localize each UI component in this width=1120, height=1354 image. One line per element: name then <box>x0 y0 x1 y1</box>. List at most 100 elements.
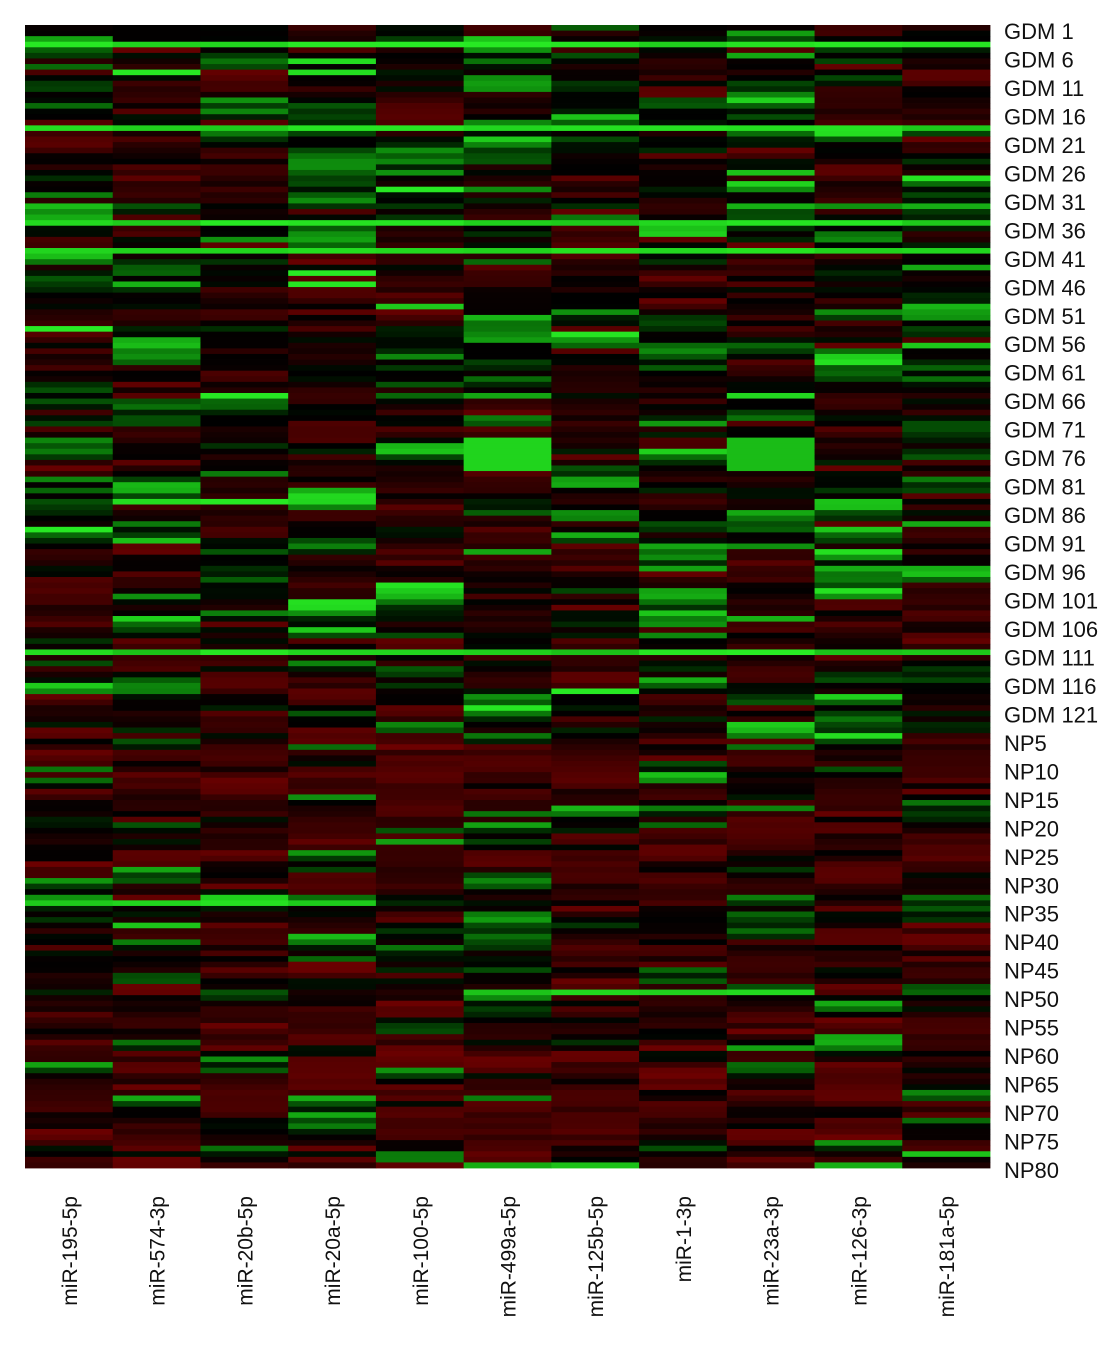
heatmap-cell <box>551 270 640 277</box>
heatmap-cell <box>551 214 640 221</box>
heatmap-cell <box>814 677 903 684</box>
heatmap-cell <box>200 337 289 344</box>
heatmap-cell <box>200 103 289 110</box>
heatmap-cell <box>726 359 815 366</box>
heatmap-cell <box>112 493 201 500</box>
heatmap-cell <box>288 387 377 394</box>
heatmap-cell <box>200 900 289 907</box>
heatmap-cell <box>814 108 903 115</box>
heatmap-cell <box>726 1162 815 1169</box>
heatmap-cell <box>814 1134 903 1141</box>
heatmap-cell <box>288 1123 377 1130</box>
heatmap-cell <box>112 437 201 444</box>
heatmap-cell <box>288 638 377 645</box>
heatmap-cell <box>200 326 289 333</box>
heatmap-cell <box>726 253 815 260</box>
heatmap-cell <box>551 25 640 31</box>
heatmap-cell <box>288 454 377 461</box>
heatmap-cell <box>200 944 289 951</box>
heatmap-cell <box>902 760 991 767</box>
heatmap-cell <box>814 995 903 1002</box>
heatmap-cell <box>463 476 552 483</box>
heatmap-cell <box>463 521 552 528</box>
heatmap-cell <box>112 404 201 411</box>
heatmap-cell <box>375 1062 465 1069</box>
heatmap-cell <box>902 25 991 31</box>
heatmap-cell <box>814 1084 903 1091</box>
heatmap-cell <box>463 794 552 801</box>
heatmap-cell <box>726 142 815 149</box>
heatmap-cell <box>551 833 640 840</box>
heatmap-cell <box>288 554 377 561</box>
heatmap-cell <box>814 710 903 717</box>
heatmap-cell <box>551 493 640 500</box>
heatmap-cell <box>288 231 377 238</box>
heatmap-cell <box>902 309 991 316</box>
heatmap-cell <box>726 1078 815 1085</box>
heatmap-cell <box>726 593 815 600</box>
heatmap-cell <box>200 86 289 93</box>
heatmap-cell <box>25 649 114 656</box>
heatmap-cell <box>112 471 201 478</box>
heatmap-cell <box>463 1056 552 1063</box>
heatmap-cell <box>463 554 552 561</box>
heatmap-cell <box>902 1000 991 1007</box>
heatmap-cell <box>112 632 201 639</box>
heatmap-cell <box>112 872 201 879</box>
heatmap-cell <box>814 493 903 500</box>
heatmap-cell <box>551 225 640 232</box>
heatmap-cell <box>726 844 815 851</box>
heatmap-cell <box>25 314 114 321</box>
heatmap-cell <box>902 1117 991 1124</box>
heatmap-cell <box>463 989 552 996</box>
heatmap-cell <box>200 270 289 277</box>
heatmap-cell <box>902 97 991 104</box>
heatmap-cell <box>288 738 377 745</box>
heatmap-cell <box>288 515 377 522</box>
heatmap-cell <box>25 833 114 840</box>
heatmap-cell <box>288 264 377 271</box>
heatmap-cell <box>814 878 903 885</box>
heatmap-cell <box>463 760 552 767</box>
heatmap-cell <box>200 922 289 929</box>
column-tick-label: miR-181a-5p <box>936 1196 959 1317</box>
heatmap-cell <box>639 448 728 455</box>
heatmap-cell <box>200 197 289 204</box>
heatmap-cell <box>639 130 728 137</box>
heatmap-cell <box>288 1039 377 1046</box>
heatmap-cell <box>902 1078 991 1085</box>
heatmap-cell <box>112 1006 201 1013</box>
heatmap-cell <box>902 956 991 963</box>
heatmap-cell <box>463 270 552 277</box>
heatmap-cell <box>288 660 377 667</box>
heatmap-cell <box>375 1095 465 1102</box>
heatmap-cell <box>726 549 815 556</box>
heatmap-cell <box>200 989 289 996</box>
heatmap-cell <box>639 91 728 98</box>
heatmap-cell <box>288 755 377 762</box>
heatmap-cell <box>288 80 377 87</box>
heatmap-cell <box>639 721 728 728</box>
row-tick-label: NP35 <box>1004 902 1059 927</box>
heatmap-cell <box>902 192 991 199</box>
heatmap-cell <box>726 788 815 795</box>
heatmap-cell <box>25 866 114 873</box>
heatmap-cell <box>25 760 114 767</box>
heatmap-cell <box>902 822 991 829</box>
heatmap-cell <box>112 565 201 572</box>
heatmap-cell <box>463 571 552 578</box>
heatmap-cell <box>551 1095 640 1102</box>
heatmap-cell <box>463 209 552 215</box>
heatmap-cell <box>463 677 552 684</box>
heatmap-cell <box>902 1067 991 1074</box>
heatmap-cell <box>25 1140 114 1147</box>
heatmap-cell <box>551 1089 640 1096</box>
heatmap-cell <box>288 727 377 734</box>
heatmap-cell <box>112 114 201 121</box>
heatmap-cell <box>463 655 552 662</box>
heatmap-cell <box>200 169 289 176</box>
heatmap-cell <box>375 192 465 199</box>
heatmap-cell <box>25 543 114 550</box>
heatmap-cell <box>814 805 903 812</box>
heatmap-cell <box>25 878 114 885</box>
